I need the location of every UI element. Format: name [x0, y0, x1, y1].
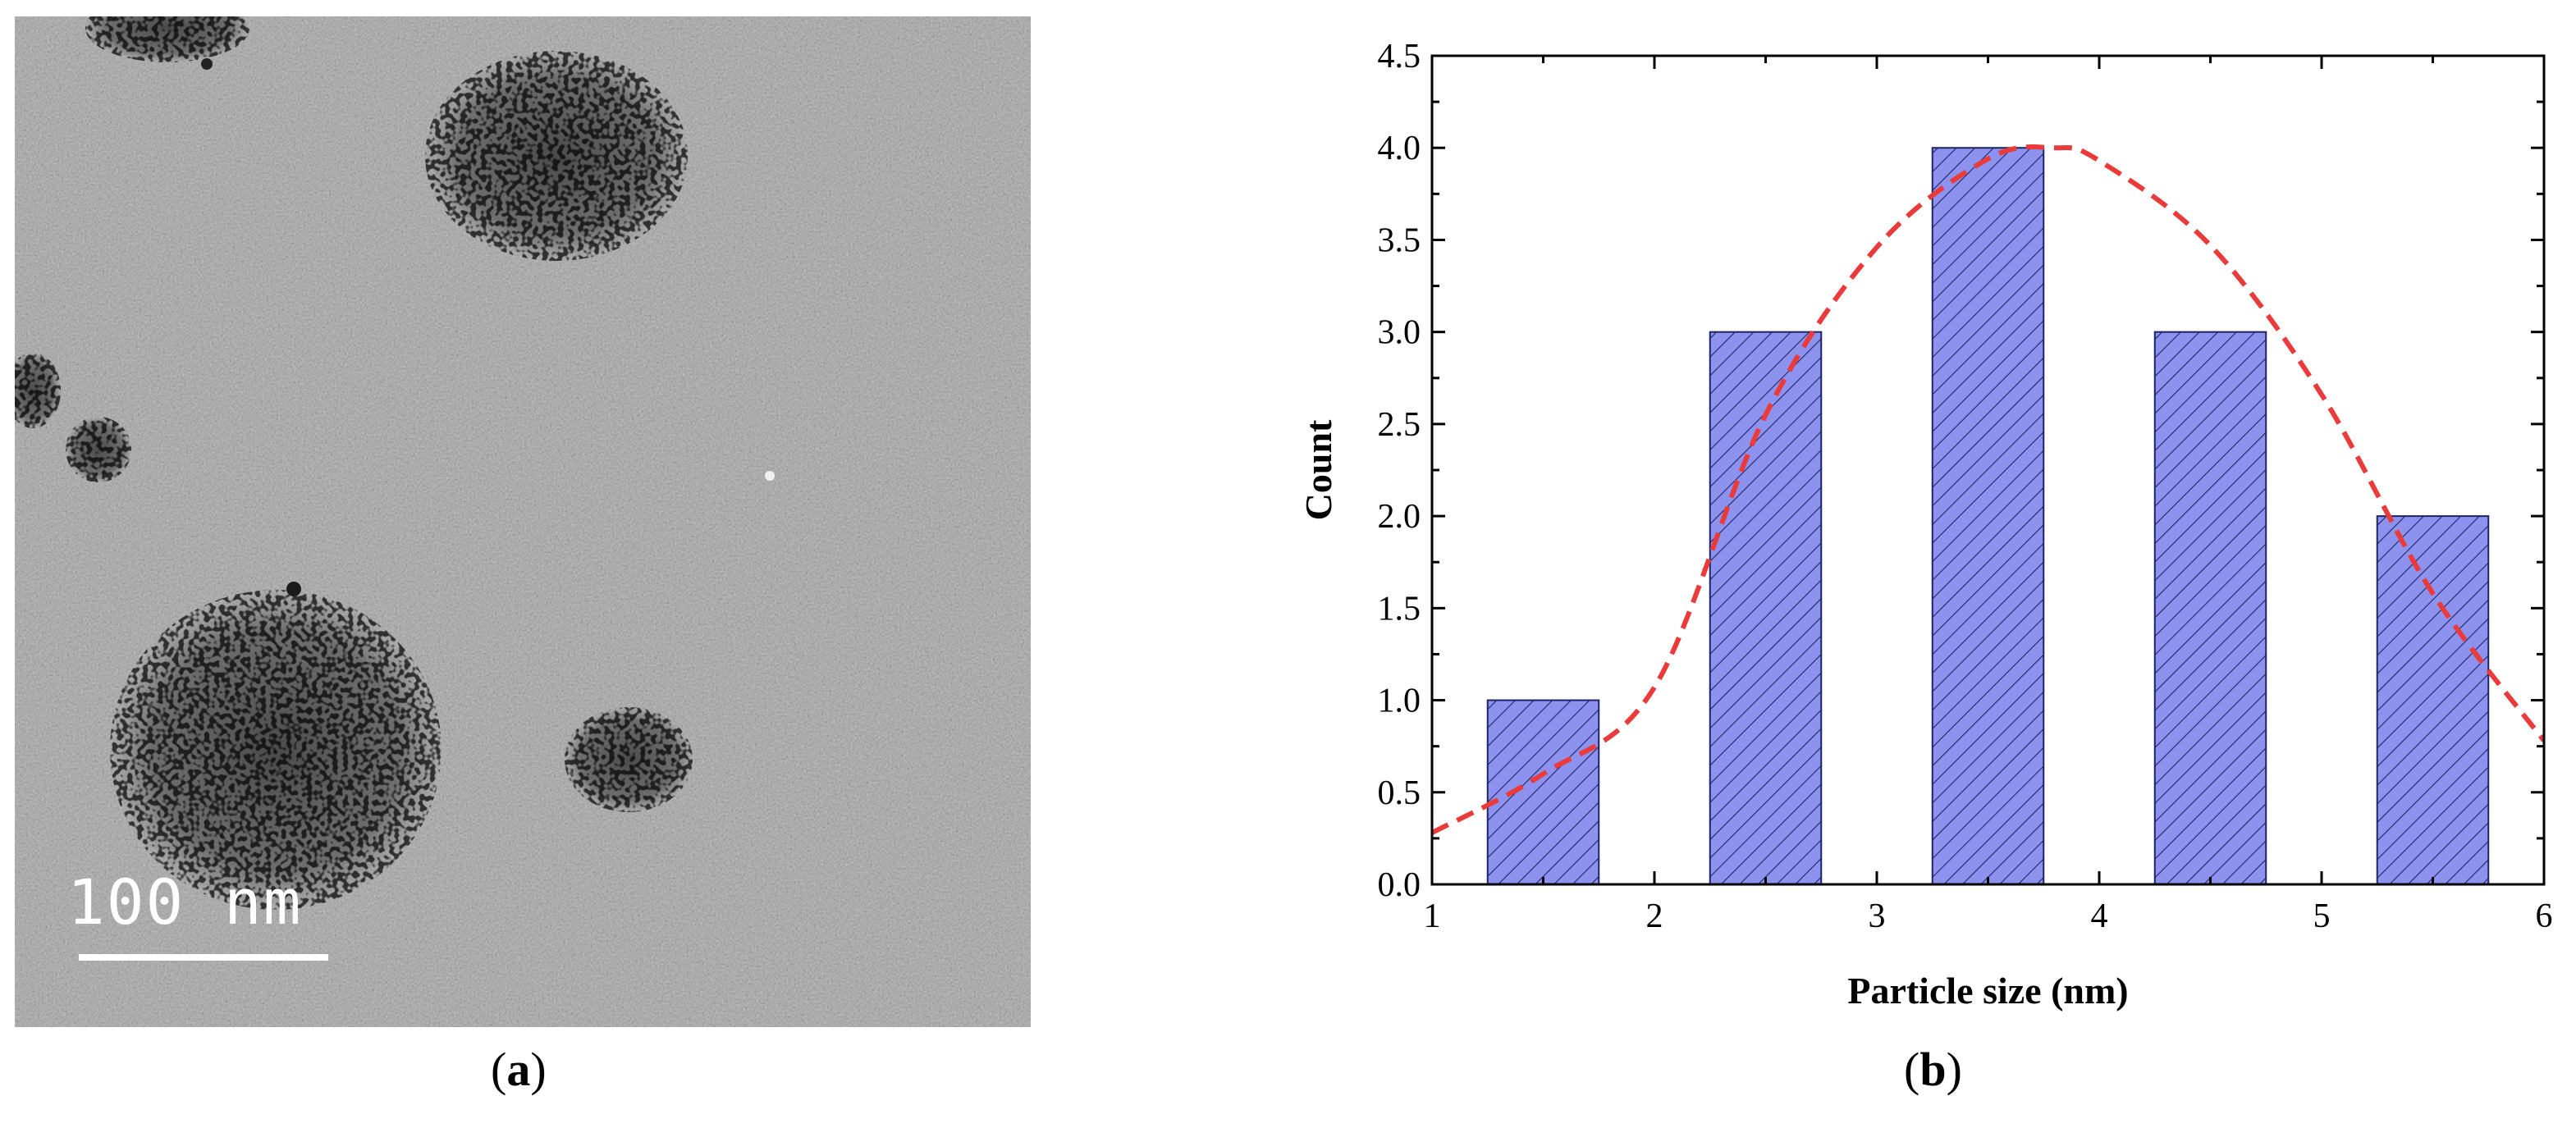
particle-size-histogram: 1 2 3 4 5 6 0.0 0.5 1.0 1.5 2.0 2.5 3.0 3.5 4.0 4.5 Par…	[1297, 38, 2553, 1012]
y-tick-label: 4.0	[1378, 130, 1421, 167]
histogram-bar	[2376, 515, 2490, 885]
y-tick-label: 1.5	[1378, 590, 1421, 628]
bars	[1486, 147, 2490, 885]
scale-bar	[79, 954, 328, 961]
tem-micrograph	[15, 16, 1031, 1027]
y-axis-title: Count	[1297, 419, 1339, 520]
panel-b-caption: (b)	[1904, 1043, 1962, 1096]
fit-curve	[1432, 144, 2544, 835]
x-axis-title: Particle size (nm)	[1847, 970, 2128, 1012]
x-tick-label: 1	[1424, 897, 1441, 935]
x-tick-label: 3	[1869, 897, 1886, 935]
y-tick-label: 1.0	[1378, 683, 1421, 720]
axes: 1 2 3 4 5 6 0.0 0.5 1.0 1.5 2.0 2.5 3.0 3.5 4.0 4.5	[1378, 38, 2553, 935]
histogram-bar	[1931, 147, 2045, 885]
x-tick-label: 4	[2091, 897, 2108, 935]
histogram-bar	[1486, 699, 1600, 885]
y-tick-label: 2.5	[1378, 406, 1421, 444]
y-tick-label: 3.5	[1378, 221, 1421, 259]
scale-bar-label: 100 nm	[67, 865, 303, 938]
panel-a-caption: (a)	[491, 1043, 547, 1096]
panel-a-letter: a	[506, 1043, 531, 1096]
y-tick-label: 3.0	[1378, 314, 1421, 352]
y-tick-label: 2.0	[1378, 498, 1421, 536]
x-tick-label: 6	[2536, 897, 2553, 935]
y-tick-label: 0.0	[1378, 866, 1421, 904]
y-tick-label: 0.5	[1378, 774, 1421, 812]
x-tick-label: 2	[1646, 897, 1663, 935]
y-tick-label: 4.5	[1378, 38, 1421, 75]
panel-b-letter: b	[1919, 1043, 1947, 1096]
histogram-bar	[1709, 331, 1823, 885]
x-tick-label: 5	[2313, 897, 2331, 935]
histogram-bar	[2153, 331, 2267, 885]
